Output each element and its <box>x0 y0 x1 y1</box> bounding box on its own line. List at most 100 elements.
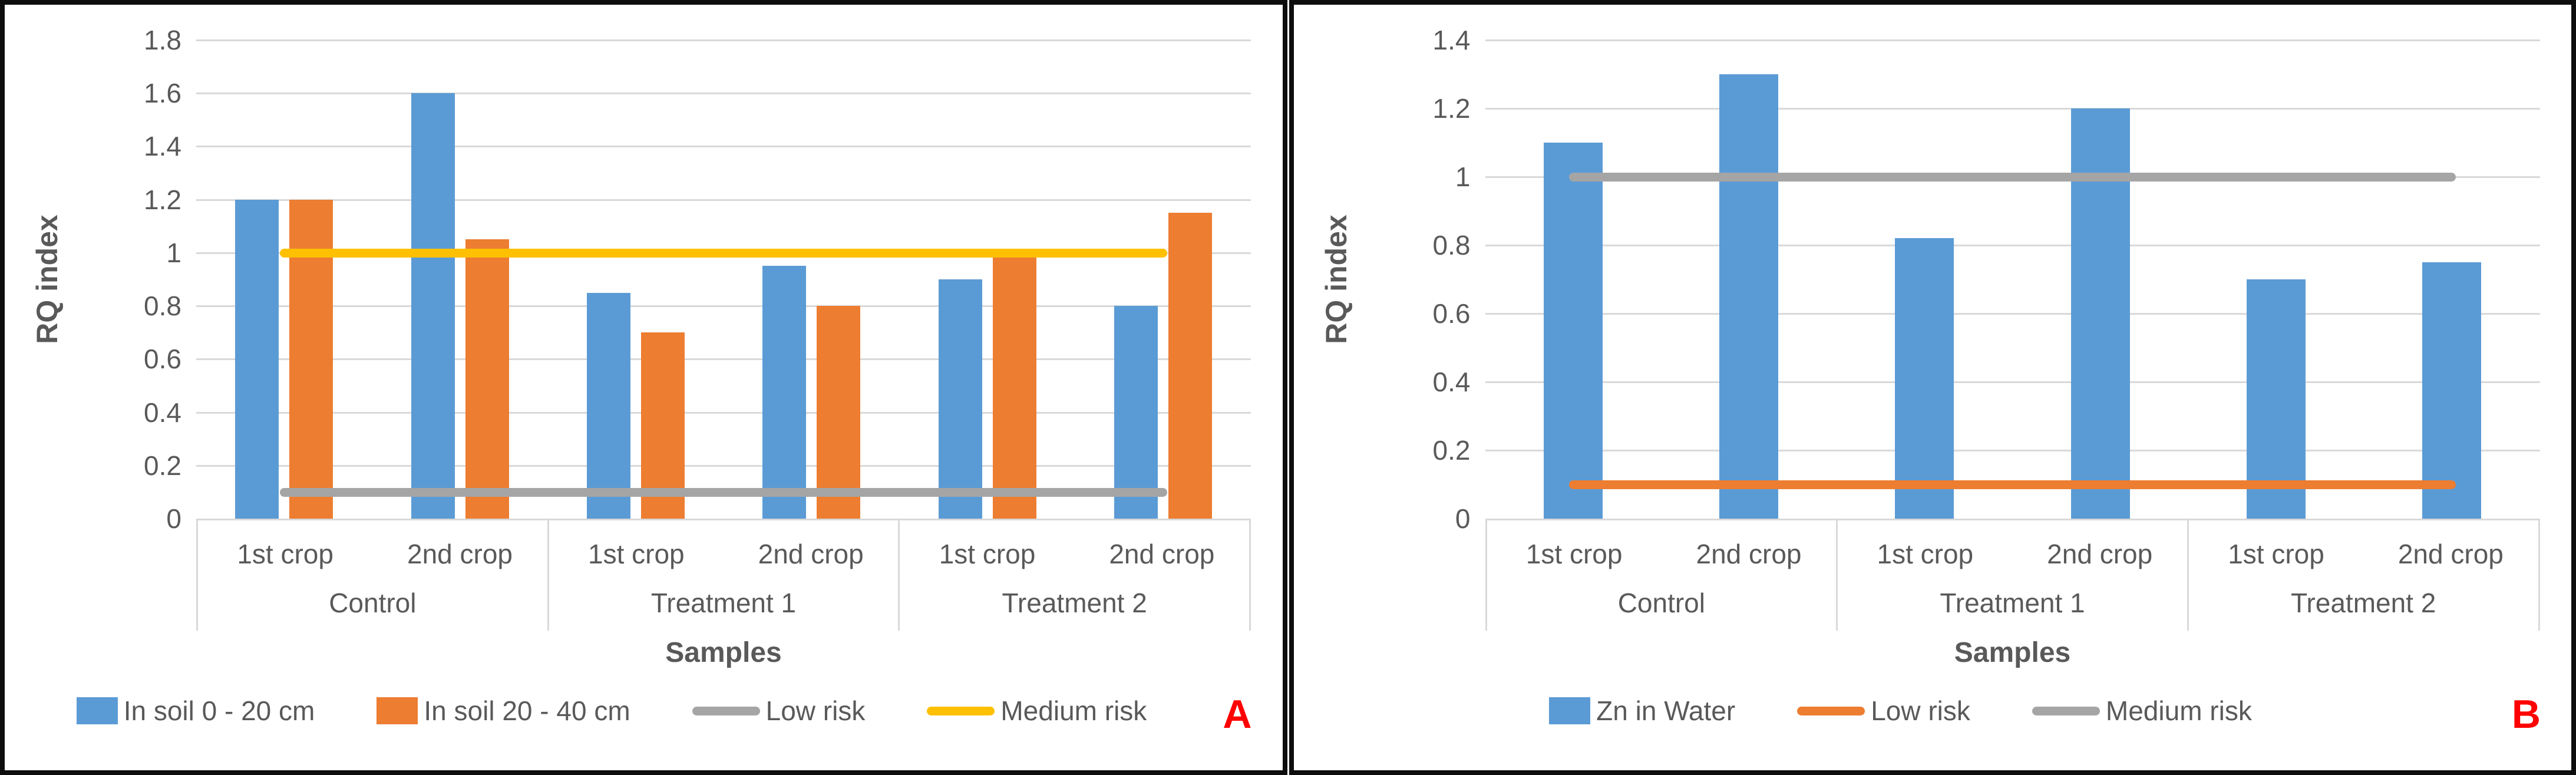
legend-item: Medium risk <box>927 695 1147 727</box>
chart-panel-b: RQ index 1.4 1.2 1 0.8 0.6 0.4 0.2 0 1st crop 2n… <box>1289 0 2576 775</box>
axis-group-2: 1st crop 2nd crop Treatment 1 <box>1838 520 2189 631</box>
legend-label: In soil 0 - 20 cm <box>123 695 315 726</box>
y-tick-label: 0.6 <box>1432 298 1471 329</box>
x-axis-category-table: 1st crop 2nd crop Control 1st crop 2nd crop T… <box>196 519 1251 631</box>
axis-group-1: 1st crop 2nd crop Control <box>1485 520 1838 631</box>
y-tick-label: 1.8 <box>144 25 181 55</box>
category-label: 2nd crop <box>2397 539 2504 569</box>
y-tick-label: 0 <box>1455 503 1471 534</box>
bar-series1 <box>1114 306 1158 519</box>
bar-series1 <box>762 266 807 519</box>
category-label: 1st crop <box>1525 539 1623 569</box>
category-label: 1st crop <box>939 539 1036 569</box>
bar-series1 <box>2070 108 2130 519</box>
legend-item: In soil 0 - 20 cm <box>76 695 315 727</box>
risk-line-medium-risk <box>280 248 1167 258</box>
bar-series1 <box>411 93 455 519</box>
bar-series1 <box>1543 143 1603 519</box>
y-tick-label: 0.2 <box>1432 435 1471 466</box>
category-label: 1st crop <box>237 539 333 569</box>
group-label: Treatment 1 <box>1940 588 2085 618</box>
panel-letter-a: A <box>1223 692 1252 737</box>
bar-series2 <box>1168 213 1212 519</box>
bar-series2 <box>817 306 861 519</box>
y-tick-label: 1 <box>166 237 181 268</box>
legend-line-swatch <box>692 706 760 715</box>
y-tick-label: 1.4 <box>1432 25 1471 55</box>
y-tick-label: 1 <box>1455 161 1471 192</box>
y-tick-label: 0.6 <box>144 344 181 375</box>
gridline <box>196 199 1251 201</box>
gridline <box>196 146 1251 148</box>
y-tick-label: 1.4 <box>144 131 181 162</box>
legend-item: Low risk <box>1797 695 1970 727</box>
legend-label: Low risk <box>1871 695 1970 726</box>
category-label: 2nd crop <box>407 539 513 569</box>
crop-label-row: 1st crop 2nd crop <box>1838 538 2187 570</box>
legend-label: Zn in Water <box>1596 695 1736 726</box>
crop-label-row: 1st crop 2nd crop <box>900 538 1249 570</box>
y-tick-label: 0.2 <box>144 450 181 481</box>
y-tick-label: 1.2 <box>1432 93 1471 124</box>
y-tick-label: 0.4 <box>1432 367 1471 397</box>
group-label: Control <box>329 588 417 618</box>
bar-series2 <box>465 239 509 519</box>
legend-label: Medium risk <box>2105 695 2252 726</box>
group-label: Control <box>1617 588 1705 618</box>
gridline <box>196 93 1251 95</box>
group-label: Treatment 2 <box>2291 588 2436 618</box>
legend-label: Low risk <box>765 695 866 726</box>
category-label: 1st crop <box>1877 539 1974 569</box>
legend-label: In soil 20 - 40 cm <box>424 695 630 726</box>
axis-group-2: 1st crop 2nd crop Treatment 1 <box>549 520 900 631</box>
y-axis-title: RQ index <box>31 215 64 344</box>
x-axis-category-table: 1st crop 2nd crop Control 1st crop 2nd crop T… <box>1485 519 2540 631</box>
bar-series1 <box>235 199 279 519</box>
x-axis-title: Samples <box>1954 637 2071 668</box>
plot-area <box>1485 39 2540 519</box>
bar-series2 <box>992 255 1036 519</box>
panel-letter-b: B <box>2511 692 2541 737</box>
legend-square-swatch <box>76 697 118 724</box>
category-label: 2nd crop <box>2047 539 2153 569</box>
axis-group-3: 1st crop 2nd crop Treatment 2 <box>2189 520 2540 631</box>
crop-label-row: 1st crop 2nd crop <box>1487 538 1837 570</box>
legend-item: Medium risk <box>2032 695 2252 727</box>
bar-series1 <box>2422 262 2482 519</box>
gridline <box>1485 450 2540 451</box>
legend: In soil 0 - 20 cm In soil 20 - 40 cm Low r… <box>58 687 1165 734</box>
legend-item: In soil 20 - 40 cm <box>377 695 630 727</box>
y-tick-label: 0.4 <box>144 397 181 428</box>
y-tick-label: 0 <box>166 503 181 534</box>
risk-line-low-risk <box>280 487 1167 497</box>
gridline <box>196 305 1251 308</box>
gridline <box>1485 108 2540 110</box>
x-axis-title: Samples <box>665 637 782 668</box>
y-tick-label: 1.6 <box>144 78 181 109</box>
risk-line-low-risk <box>1568 480 2456 489</box>
category-label: 2nd crop <box>1696 539 1802 569</box>
gridline <box>196 358 1251 361</box>
bar-series1 <box>1895 238 1954 519</box>
crop-label-row: 1st crop 2nd crop <box>2189 538 2538 570</box>
chart-panel-a: RQ index 1.8 1.6 1.4 1.2 1 0.8 0.6 0.4 0.2 0 1st … <box>0 0 1287 775</box>
category-label: 2nd crop <box>1109 539 1215 569</box>
y-tick-label: 0.8 <box>1432 230 1471 260</box>
bar-series1 <box>586 292 630 519</box>
gridline <box>1485 313 2540 315</box>
legend: Zn in Water Low risk Medium risk <box>1347 687 2455 734</box>
gridline <box>196 39 1251 41</box>
axis-group-3: 1st crop 2nd crop Treatment 2 <box>900 520 1251 631</box>
plot-area <box>196 39 1251 519</box>
category-label: 1st crop <box>588 539 685 569</box>
category-label: 1st crop <box>2228 539 2324 569</box>
y-tick-label: 1.2 <box>144 184 181 215</box>
legend-line-swatch <box>927 706 995 715</box>
legend-label: Medium risk <box>1000 695 1147 726</box>
gridline <box>1485 381 2540 383</box>
risk-line-medium-risk <box>1568 173 2456 182</box>
bar-series2 <box>289 199 333 519</box>
legend-square-swatch <box>1549 697 1591 724</box>
legend-item: Zn in Water <box>1549 695 1735 727</box>
